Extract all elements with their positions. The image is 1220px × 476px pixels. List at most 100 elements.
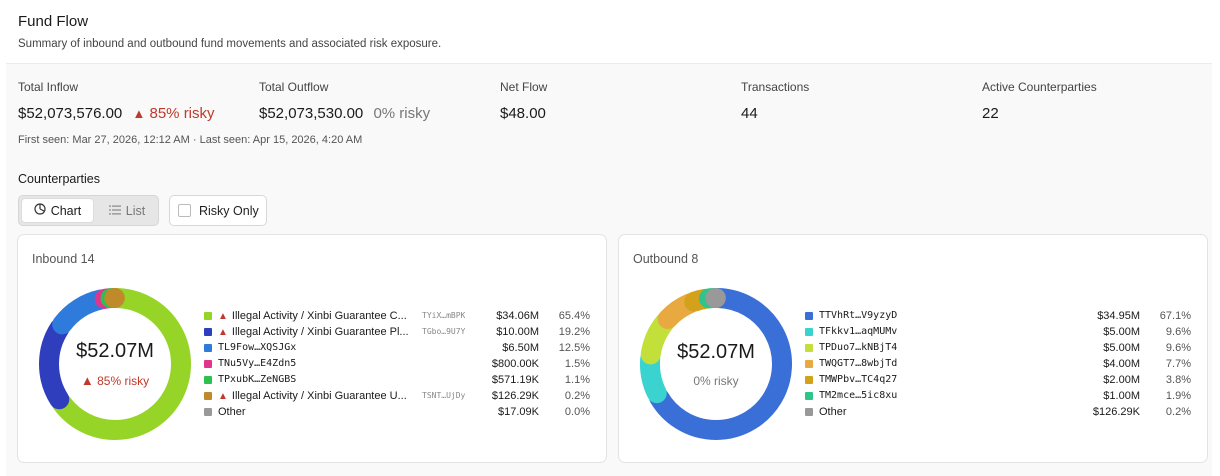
legend-row[interactable]: TFkkv1…aqMUMv $5.00M 9.6% [805, 324, 1197, 340]
counterparty-name-text: TPDuo7…kNBjT4 [819, 342, 898, 353]
legend-swatch [805, 392, 813, 400]
legend-swatch [805, 312, 813, 320]
counterparty-amount: $4.00M [1103, 358, 1140, 370]
first-last-seen: First seen: Mar 27, 2026, 12:12 AM · Las… [18, 134, 363, 146]
counterparty-name-text: TNu5Vy…E4Zdn5 [218, 358, 297, 369]
counterparties-heading: Counterparties [18, 172, 100, 186]
stat-value: $48.00 [500, 105, 546, 122]
legend-swatch [805, 376, 813, 384]
stat-total-outflow: Total Outflow $52,073,530.00 0% risky [259, 80, 430, 122]
risk-indicator: ▲ 85% risky [132, 105, 214, 122]
legend-row[interactable]: TM2mce…5ic8xu $1.00M 1.9% [805, 388, 1197, 404]
warning-triangle-icon: ▲ [218, 311, 228, 322]
counterparty-percent: 3.8% [1165, 374, 1191, 386]
counterparty-percent: 9.6% [1165, 326, 1191, 338]
stat-label: Total Inflow [18, 80, 79, 94]
risky-only-checkbox[interactable] [178, 204, 191, 217]
risk-text: 0% risky [373, 105, 431, 122]
legend-swatch [204, 376, 212, 384]
stat-value: 22 [982, 105, 999, 122]
counterparty-name: TTVhRt…V9yzyD [819, 308, 897, 324]
page-title: Fund Flow [18, 13, 89, 30]
counterparty-name: TFkkv1…aqMUMv [819, 324, 897, 340]
legend-swatch [204, 360, 212, 368]
legend-swatch [204, 312, 212, 320]
legend-row[interactable]: Other $17.09K 0.0% [204, 404, 596, 420]
counterparty-name-text: Other [218, 406, 246, 418]
counterparty-amount: $17.09K [498, 406, 539, 418]
counterparty-amount: $1.00M [1103, 390, 1140, 402]
counterparty-amount: $126.29K [491, 390, 539, 402]
counterparty-name: TMWPbv…TC4q27 [819, 372, 897, 388]
legend-row[interactable]: ▲ Illegal Activity / Xinbi Guarantee C...… [204, 308, 596, 324]
warning-triangle-icon: ▲ [218, 327, 228, 338]
legend-swatch [805, 360, 813, 368]
legend-row[interactable]: TWQGT7…8wbjTd $4.00M 7.7% [805, 356, 1197, 372]
legend-row[interactable]: Other $126.29K 0.2% [805, 404, 1197, 420]
donut-slice[interactable] [39, 318, 70, 410]
legend-row[interactable]: TTVhRt…V9yzyD $34.95M 67.1% [805, 308, 1197, 324]
counterparty-amount: $34.06M [496, 310, 539, 322]
stat-value: $52,073,530.00 [259, 105, 364, 122]
counterparty-amount: $126.29K [1092, 406, 1140, 418]
inbound-card: Inbound 14 $52.07M ▲ 85% risky ▲ Illegal … [17, 234, 607, 463]
stat-transactions: Transactions 44 [741, 80, 809, 122]
counterparty-percent: 67.1% [1159, 310, 1191, 322]
list-icon [108, 204, 121, 218]
counterparty-name: TPxubK…ZeNGBS [218, 372, 296, 388]
legend-row[interactable]: ▲ Illegal Activity / Xinbi Guarantee U...… [204, 388, 596, 404]
legend-row[interactable]: TPxubK…ZeNGBS $571.19K 1.1% [204, 372, 596, 388]
legend-row[interactable]: TL9Fow…XQSJGx $6.50M 12.5% [204, 340, 596, 356]
counterparty-name: Other [218, 404, 246, 420]
legend-swatch [805, 344, 813, 352]
inbound-total: $52.07M [76, 340, 154, 362]
list-view-label: List [125, 203, 146, 218]
legend-swatch [805, 408, 813, 416]
counterparty-percent: 0.0% [564, 406, 590, 418]
counterparty-name: TL9Fow…XQSJGx [218, 340, 296, 356]
counterparty-name-text: TFkkv1…aqMUMv [819, 326, 898, 337]
inbound-legend: ▲ Illegal Activity / Xinbi Guarantee C...… [204, 308, 596, 420]
counterparty-amount: $571.19K [491, 374, 539, 386]
counterparty-address: TSNT…UjDy [422, 391, 466, 400]
counterparty-percent: 65.4% [558, 310, 590, 322]
donut-slice[interactable] [648, 288, 792, 440]
legend-row[interactable]: TPDuo7…kNBjT4 $5.00M 9.6% [805, 340, 1197, 356]
counterparty-name: TM2mce…5ic8xu [819, 388, 897, 404]
counterparty-amount: $2.00M [1103, 374, 1140, 386]
counterparty-amount: $34.95M [1097, 310, 1140, 322]
chart-view-button[interactable]: Chart [21, 198, 94, 223]
legend-row[interactable]: TNu5Vy…E4Zdn5 $800.00K 1.5% [204, 356, 596, 372]
page-subtitle: Summary of inbound and outbound fund mov… [18, 38, 442, 50]
counterparty-name: ▲ Illegal Activity / Xinbi Guarantee C... [218, 308, 407, 325]
outbound-donut-chart: $52.07M 0% risky [635, 283, 797, 445]
outbound-total: $52.07M [677, 340, 755, 363]
counterparty-percent: 12.5% [558, 342, 590, 354]
inbound-risk-text: 85% risky [97, 374, 150, 388]
pie-chart-icon [34, 203, 46, 218]
counterparty-percent: 7.7% [1165, 358, 1191, 370]
counterparty-name-text: TTVhRt…V9yzyD [819, 310, 898, 321]
list-view-button[interactable]: List [97, 198, 157, 223]
counterparty-amount: $6.50M [502, 342, 539, 354]
legend-swatch [204, 408, 212, 416]
counterparty-name: Other [819, 404, 847, 420]
risk-text: 85% risky [149, 105, 215, 122]
legend-row[interactable]: TMWPbv…TC4q27 $2.00M 3.8% [805, 372, 1197, 388]
outbound-risk: 0% risky [693, 373, 739, 388]
warning-triangle-icon: ▲ [132, 106, 146, 121]
outbound-title: Outbound 8 [633, 252, 699, 266]
counterparty-name: TWQGT7…8wbjTd [819, 356, 897, 372]
counterparty-name-text: TL9Fow…XQSJGx [218, 342, 297, 353]
donut-slice[interactable] [51, 288, 191, 440]
risky-only-filter[interactable]: Risky Only [169, 195, 267, 226]
legend-swatch [204, 392, 212, 400]
stat-value: 44 [741, 105, 758, 122]
counterparty-name: ▲ Illegal Activity / Xinbi Guarantee U... [218, 388, 407, 405]
counterparty-amount: $5.00M [1103, 342, 1140, 354]
legend-swatch [204, 328, 212, 336]
counterparty-address: TYiX…mBPK [422, 311, 466, 320]
view-toggle: Chart List [18, 195, 159, 226]
legend-row[interactable]: ▲ Illegal Activity / Xinbi Guarantee Pl..… [204, 324, 596, 340]
warning-triangle-icon: ▲ [218, 391, 228, 402]
